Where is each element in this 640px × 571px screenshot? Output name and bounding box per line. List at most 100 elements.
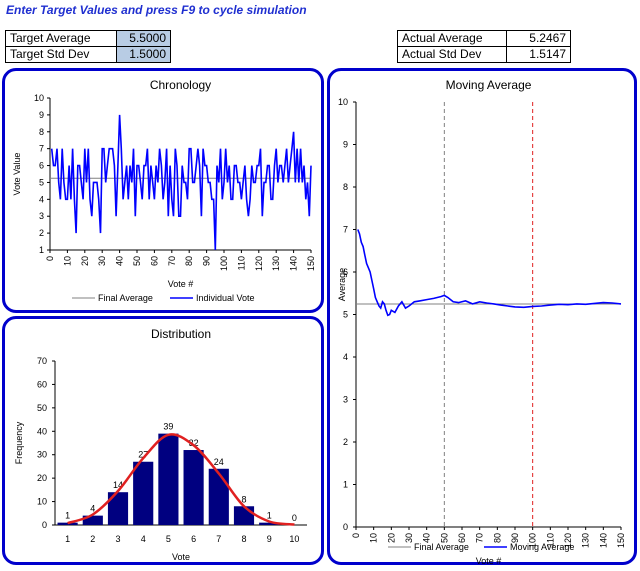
moving-average-x-tick-label: 70	[475, 533, 485, 543]
distribution-y-tick-label: 70	[37, 356, 47, 366]
chronology-x-tick-label: 110	[236, 256, 246, 270]
moving-average-x-tick-label: 0	[351, 533, 361, 538]
distribution-bar	[183, 450, 204, 525]
chronology-y-tick-label: 8	[39, 127, 44, 137]
distribution-x-tick-label: 4	[141, 534, 146, 544]
distribution-bar	[259, 522, 280, 525]
chronology-y-tick-label: 5	[39, 177, 44, 187]
distribution-y-tick-label: 60	[37, 379, 47, 389]
moving-average-x-tick-label: 50	[439, 533, 449, 543]
moving-average-series	[357, 229, 622, 317]
distribution-bar-value-label: 39	[163, 422, 173, 432]
target-row: Target Average 5.5000	[5, 30, 171, 47]
chronology-x-tick-label: 150	[306, 256, 316, 271]
actual-std-dev-label: Actual Std Dev	[397, 46, 507, 63]
moving-average-y-tick-label: 8	[343, 182, 348, 192]
moving-average-y-label: Average	[337, 268, 347, 301]
distribution-x-tick-label: 10	[289, 534, 299, 544]
distribution-bar-value-label: 0	[292, 513, 297, 523]
chronology-y-tick-label: 3	[39, 211, 44, 221]
distribution-bar-value-label: 4	[90, 504, 95, 514]
distribution-y-tick-label: 10	[37, 497, 47, 507]
distribution-bar-value-label: 1	[65, 511, 70, 521]
moving-average-y-tick-label: 7	[343, 225, 348, 235]
distribution-fit-curve	[67, 433, 295, 526]
moving-average-y-tick-label: 6	[343, 267, 348, 277]
moving-average-y-tick-label: 0	[343, 522, 348, 532]
moving-average-x-tick-label: 80	[492, 533, 502, 543]
distribution-bar	[57, 522, 78, 525]
distribution-y-label: Frequency	[14, 421, 24, 464]
distribution-x-tick-label: 9	[267, 534, 272, 544]
chronology-y-tick-label: 10	[34, 93, 44, 103]
distribution-x-tick-label: 3	[115, 534, 120, 544]
moving-average-x-tick-label: 130	[581, 533, 591, 548]
distribution-bar	[107, 492, 129, 525]
distribution-bar-value-label: 14	[113, 480, 123, 490]
target-std-dev-input[interactable]: 1.5000	[116, 46, 171, 63]
moving-average-y-tick-label: 3	[343, 395, 348, 405]
moving-average-x-tick-label: 30	[404, 533, 414, 543]
distribution-x-tick-label: 8	[241, 534, 246, 544]
chronology-x-tick-label: 40	[115, 256, 125, 266]
moving-average-y-tick-label: 1	[343, 480, 348, 490]
moving-average-x-tick-label: 100	[528, 533, 538, 548]
distribution-x-tick-label: 1	[65, 534, 70, 544]
distribution-bar	[158, 433, 179, 525]
actual-row: Actual Std Dev 1.5147	[397, 46, 571, 63]
chronology-x-label: Vote #	[168, 279, 194, 289]
moving-average-x-label: Vote #	[476, 556, 502, 566]
moving-average-y-tick-label: 2	[343, 437, 348, 447]
moving-average-y-tick-label: 5	[343, 310, 348, 320]
moving-average-x-tick-label: 90	[510, 533, 520, 543]
distribution-bar-value-label: 8	[241, 494, 246, 504]
chronology-x-tick-label: 0	[45, 256, 55, 261]
distribution-bar	[233, 506, 255, 525]
chronology-y-tick-label: 9	[39, 110, 44, 120]
chronology-y-tick-label: 1	[39, 245, 44, 255]
moving-average-x-tick-label: 150	[616, 533, 626, 548]
chronology-x-tick-label: 30	[97, 256, 107, 266]
chronology-y-label: Vote Value	[12, 153, 22, 196]
moving-average-x-tick-label: 110	[545, 533, 555, 547]
distribution-x-tick-label: 5	[166, 534, 171, 544]
distribution-bar-value-label: 1	[267, 511, 272, 521]
chronology-y-tick-label: 6	[39, 161, 44, 171]
chronology-x-tick-label: 140	[289, 256, 299, 271]
distribution-x-tick-label: 6	[191, 534, 196, 544]
moving-average-y-tick-label: 10	[338, 97, 348, 107]
actual-average-value: 5.2467	[506, 30, 571, 47]
chronology-y-tick-label: 4	[39, 194, 44, 204]
distribution-bar	[82, 515, 103, 525]
chronology-x-tick-label: 130	[271, 256, 281, 271]
distribution-y-tick-label: 40	[37, 426, 47, 436]
distribution-bar-value-label: 24	[214, 457, 224, 467]
chronology-y-tick-label: 7	[39, 144, 44, 154]
instruction-text: Enter Target Values and press F9 to cycl…	[6, 3, 307, 17]
moving-average-y-tick-label: 4	[343, 352, 348, 362]
chronology-x-tick-label: 50	[132, 256, 142, 266]
moving-average-x-tick-label: 60	[457, 533, 467, 543]
chronology-individual-vote-series	[50, 114, 312, 251]
distribution-bar	[133, 461, 154, 525]
target-std-dev-label: Target Std Dev	[5, 46, 117, 63]
chronology-x-tick-label: 120	[254, 256, 264, 271]
moving-average-panel	[327, 68, 637, 565]
target-average-label: Target Average	[5, 30, 117, 47]
distribution-x-tick-label: 7	[216, 534, 221, 544]
chronology-title: Chronology	[150, 78, 211, 92]
chronology-x-tick-label: 90	[202, 256, 212, 266]
chronology-y-tick-label: 2	[39, 228, 44, 238]
target-average-input[interactable]: 5.5000	[116, 30, 171, 47]
target-row: Target Std Dev 1.5000	[5, 46, 171, 63]
chronology-x-tick-label: 20	[80, 256, 90, 266]
distribution-bar	[208, 468, 229, 525]
moving-average-x-tick-label: 10	[369, 533, 379, 543]
moving-average-x-tick-label: 20	[386, 533, 396, 543]
distribution-bar-value-label: 27	[138, 450, 148, 460]
distribution-x-tick-label: 2	[90, 534, 95, 544]
actual-table: Actual Average 5.2467 Actual Std Dev 1.5…	[397, 30, 571, 63]
moving-average-title: Moving Average	[446, 78, 532, 92]
distribution-y-tick-label: 30	[37, 450, 47, 460]
